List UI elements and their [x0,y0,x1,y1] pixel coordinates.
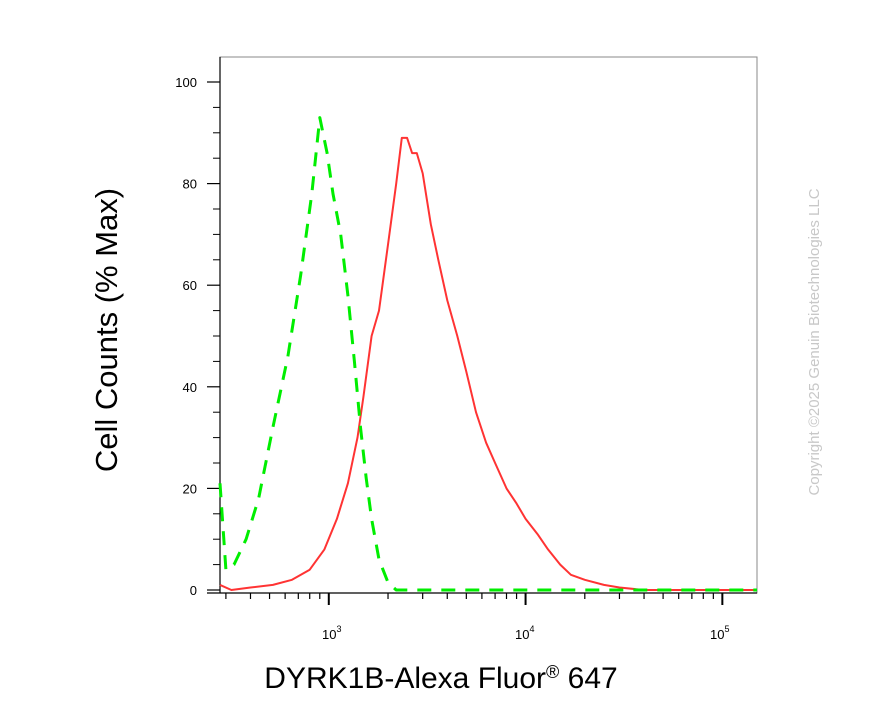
x-tick-label-1000: 103 [322,624,341,642]
copyright-watermark: Copyright ©2025 Genuin Biotechnologies L… [806,188,823,495]
y-tick-label-100: 100 [175,75,197,90]
y-tick-label-60: 60 [183,278,197,293]
y-tick-label-0: 0 [190,583,197,598]
y-tick-label-80: 80 [183,177,197,192]
x-axis-title: DYRK1B-Alexa Fluor® 647 [264,662,617,695]
series-layer [218,116,757,592]
y-axis-title: Cell Counts (% Max) [89,188,124,472]
x-axis-ticks [225,593,724,605]
y-tick-label-40: 40 [183,380,197,395]
y-tick-label-20: 20 [183,481,197,496]
y-axis-ticks: 0 20 40 60 80 100 [175,75,220,598]
x-axis-tick-labels: 103 104 105 [322,624,729,642]
series-line-2 [218,116,757,592]
series-line-1 [219,136,757,591]
x-tick-label-10000: 104 [515,624,534,642]
plot-frame [219,56,758,594]
x-tick-label-100000: 105 [710,624,729,642]
